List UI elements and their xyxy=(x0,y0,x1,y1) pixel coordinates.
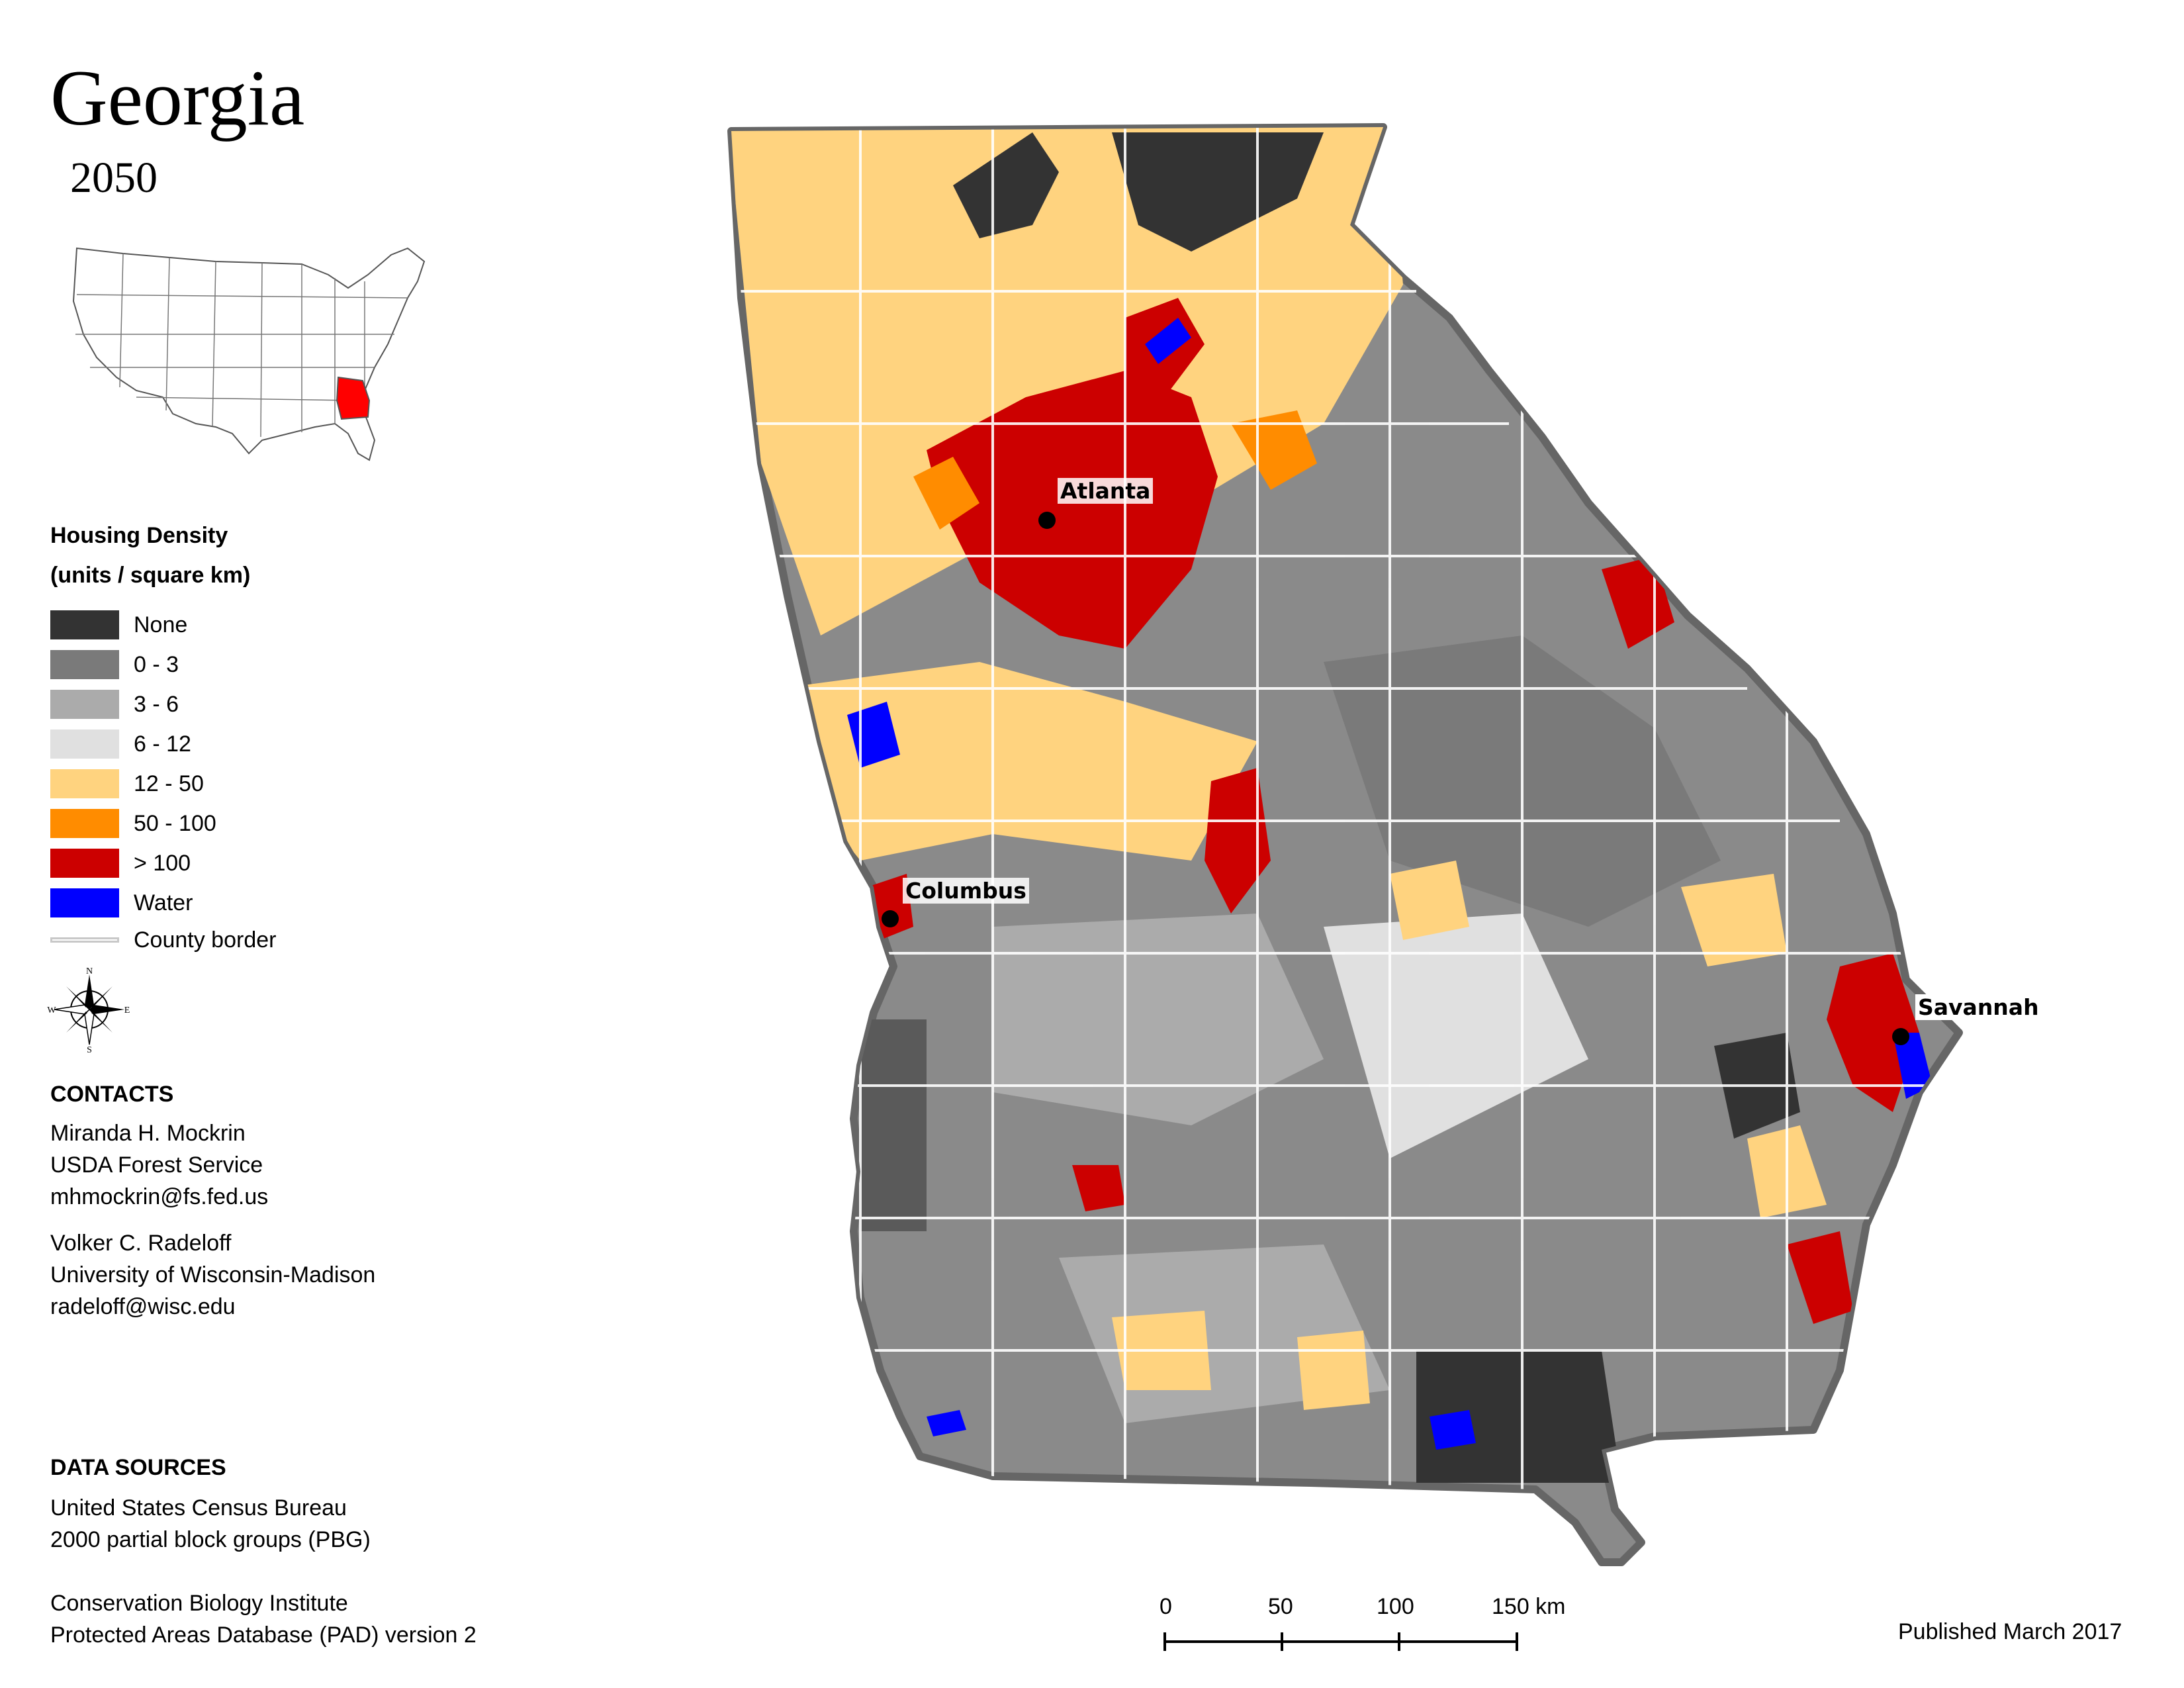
legend-label-50-100: 50 - 100 xyxy=(134,811,216,836)
source-1-line1: United States Census Bureau xyxy=(50,1495,347,1521)
compass-w: W xyxy=(47,1006,56,1015)
contact-2-org: University of Wisconsin-Madison xyxy=(50,1262,376,1288)
source-1-line2: 2000 partial block groups (PBG) xyxy=(50,1527,371,1552)
published-date: Published March 2017 xyxy=(1898,1619,2122,1644)
label-savannah: Savannah xyxy=(1915,994,2042,1020)
legend-heading: Housing Density xyxy=(50,523,228,548)
source-2-line2: Protected Areas Database (PAD) version 2 xyxy=(50,1622,477,1648)
scale-label-0: 0 xyxy=(1160,1594,1172,1619)
compass-n: N xyxy=(86,966,93,976)
legend-swatch-12-50 xyxy=(50,769,119,798)
legend-label-none: None xyxy=(134,612,188,637)
columbus-marker xyxy=(882,910,899,927)
us-inset-map xyxy=(72,247,426,461)
legend-label-water: Water xyxy=(134,890,193,915)
county-borders xyxy=(731,127,1933,1523)
legend-label-gt-100: > 100 xyxy=(134,851,191,876)
legend-swatch-3-6 xyxy=(50,690,119,719)
legend-swatch-6-12 xyxy=(50,729,119,759)
legend-swatch-50-100 xyxy=(50,809,119,838)
legend-units: (units / square km) xyxy=(50,563,251,588)
legend-label-county-border: County border xyxy=(134,927,277,953)
legend-swatch-0-3 xyxy=(50,650,119,679)
legend-label-6-12: 6 - 12 xyxy=(134,731,191,757)
label-columbus: Columbus xyxy=(903,878,1029,904)
legend-swatch-gt-100 xyxy=(50,849,119,878)
label-atlanta: Atlanta xyxy=(1058,478,1154,504)
georgia-highlight xyxy=(336,376,371,420)
data-sources-heading: DATA SOURCES xyxy=(50,1455,226,1480)
contact-2-email[interactable]: radeloff@wisc.edu xyxy=(50,1294,236,1319)
legend-label-12-50: 12 - 50 xyxy=(134,771,204,796)
legend-label-0-3: 0 - 3 xyxy=(134,652,179,677)
atlanta-marker xyxy=(1038,512,1056,529)
legend-label-3-6: 3 - 6 xyxy=(134,692,179,717)
map-title: Georgia xyxy=(50,54,305,142)
source-2-line1: Conservation Biology Institute xyxy=(50,1591,348,1616)
contact-1-org: USDA Forest Service xyxy=(50,1152,263,1178)
legend-swatch-water xyxy=(50,888,119,917)
scale-label-150: 150 km xyxy=(1492,1594,1566,1619)
scale-label-50: 50 xyxy=(1268,1594,1293,1619)
compass-s: S xyxy=(87,1045,92,1053)
compass-e: E xyxy=(124,1006,130,1015)
contact-1-email[interactable]: mhmockrin@fs.fed.us xyxy=(50,1184,269,1209)
legend-swatch-none xyxy=(50,610,119,639)
contact-2-name: Volker C. Radeloff xyxy=(50,1231,232,1256)
compass-rose-icon: N S E W xyxy=(47,966,130,1053)
savannah-marker xyxy=(1892,1028,1909,1045)
scale-bar xyxy=(1163,1632,1518,1651)
contacts-heading: CONTACTS xyxy=(50,1082,174,1107)
scale-label-100: 100 xyxy=(1377,1594,1414,1619)
contact-1-name: Miranda H. Mockrin xyxy=(50,1121,246,1146)
legend-county-border-line xyxy=(50,937,119,943)
map-year: 2050 xyxy=(70,154,158,202)
